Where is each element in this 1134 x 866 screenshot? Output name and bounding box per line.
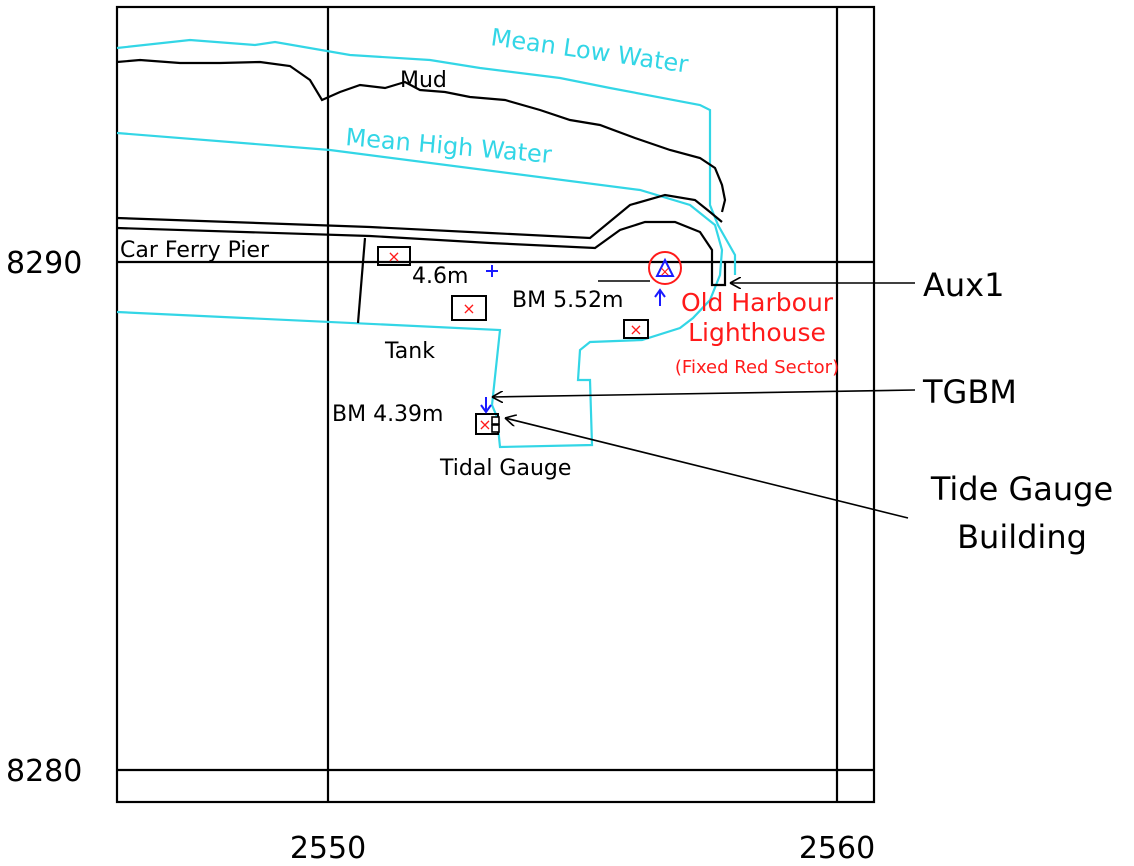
height-marker-46 xyxy=(486,265,498,277)
svg-text:×: × xyxy=(660,265,671,280)
bm-439-label: BM 4.39m xyxy=(332,402,443,427)
aux1-callout: Aux1 xyxy=(923,266,1004,304)
tank-label: Tank xyxy=(384,339,435,364)
svg-text:×: × xyxy=(387,247,400,266)
lighthouse-sector-label: (Fixed Red Sector) xyxy=(675,357,839,378)
tidal-gauge-label: Tidal Gauge xyxy=(439,456,571,481)
callout-arrows xyxy=(492,283,916,519)
svg-text:×: × xyxy=(629,320,642,339)
bm-439-arrow-icon xyxy=(480,397,492,414)
mean-high-water-line xyxy=(116,131,724,449)
tide-gauge-building: × xyxy=(475,413,500,435)
bm-552-label: BM 5.52m xyxy=(512,288,623,313)
mean-low-water-line xyxy=(116,38,737,275)
pier-outline xyxy=(116,193,727,324)
x-tick-2560: 2560 xyxy=(799,831,875,866)
map-border xyxy=(115,5,876,804)
y-tick-8290: 8290 xyxy=(6,246,82,281)
lighthouse-label-line1: Old Harbour xyxy=(681,288,834,317)
car-ferry-pier-label: Car Ferry Pier xyxy=(120,238,270,263)
x-tick-2550: 2550 xyxy=(290,831,366,866)
y-tick-8280: 8280 xyxy=(6,754,82,789)
lighthouse-symbol: × xyxy=(648,251,682,285)
tide-gauge-callout-line1: Tide Gauge xyxy=(930,470,1113,508)
building-pier: × xyxy=(377,246,411,266)
height-46-label: 4.6m xyxy=(412,264,468,289)
svg-text:×: × xyxy=(478,415,491,434)
svg-text:×: × xyxy=(462,299,475,318)
bm-552-arrow-icon xyxy=(654,288,666,306)
lighthouse-label-line2: Lighthouse xyxy=(688,318,826,347)
tgbm-arrow xyxy=(492,389,916,397)
tide-gauge-arrow xyxy=(505,418,909,519)
tgbm-callout: TGBM xyxy=(922,373,1017,411)
mean-low-water-label: Mean Low Water xyxy=(489,23,690,78)
mud-line xyxy=(116,58,727,213)
map-frame xyxy=(115,5,876,804)
tide-gauge-callout-line2: Building xyxy=(957,518,1087,556)
mean-high-water-label: Mean High Water xyxy=(344,123,553,169)
building-lighthouse-annex: × xyxy=(623,319,649,339)
building-tank: × xyxy=(451,295,487,321)
mud-label: Mud xyxy=(400,68,447,93)
